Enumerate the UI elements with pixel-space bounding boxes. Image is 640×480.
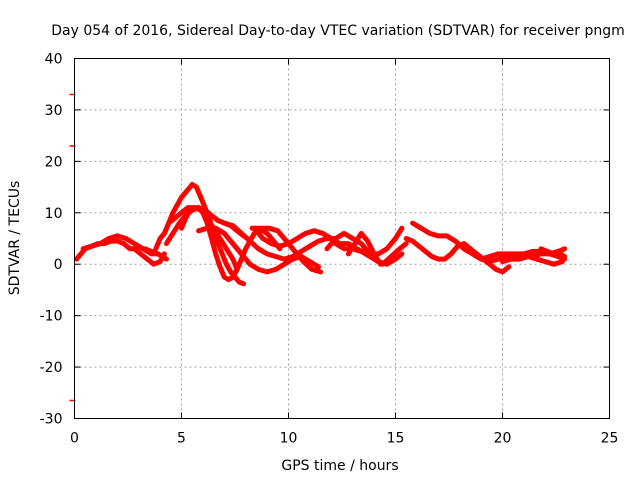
y-tick-label: 40 — [45, 52, 63, 68]
series-line-arc-14 — [333, 225, 405, 257]
grid — [74, 58, 610, 419]
series-line-arc-13 — [324, 230, 405, 267]
plot-frame — [74, 58, 610, 419]
y-tick-label: -20 — [40, 360, 63, 376]
x-tick-label: 0 — [70, 431, 79, 447]
series-line-arc-20 — [538, 246, 568, 259]
x-tick-label: 25 — [601, 431, 619, 447]
y-tick-label: 30 — [45, 103, 63, 119]
series-line-arc-4 — [142, 246, 169, 262]
series-line-arc-12 — [249, 225, 324, 275]
x-axis-label: GPS time / hours — [281, 458, 398, 474]
y-tick-label: 20 — [45, 154, 63, 170]
y-tick-label: 0 — [54, 257, 63, 273]
y-tick-label: -30 — [40, 412, 63, 428]
series-line-arc-3 — [131, 246, 167, 267]
y-axis-label: SDTVAR / TECUs — [7, 181, 23, 296]
x-tick-label: 20 — [494, 431, 512, 447]
series-line-arc-5 — [153, 182, 247, 287]
series-line-arc-19 — [500, 254, 565, 267]
series-group — [74, 182, 568, 287]
series-line-arc-15 — [345, 230, 383, 267]
y-tick-label: -10 — [40, 309, 63, 325]
axis-ticks: 0 5 10 15 20 25 40 30 20 10 0 -10 -20 -30 — [40, 52, 619, 447]
x-tick-label: 5 — [177, 431, 186, 447]
series-line-arc-8 — [179, 205, 283, 283]
y-tick-label: 10 — [45, 206, 63, 222]
series-line-arc-10 — [221, 220, 339, 262]
x-tick-label: 10 — [280, 431, 298, 447]
chart-title: Day 054 of 2016, Sidereal Day-to-day VTE… — [51, 23, 625, 39]
x-tick-label: 15 — [387, 431, 405, 447]
